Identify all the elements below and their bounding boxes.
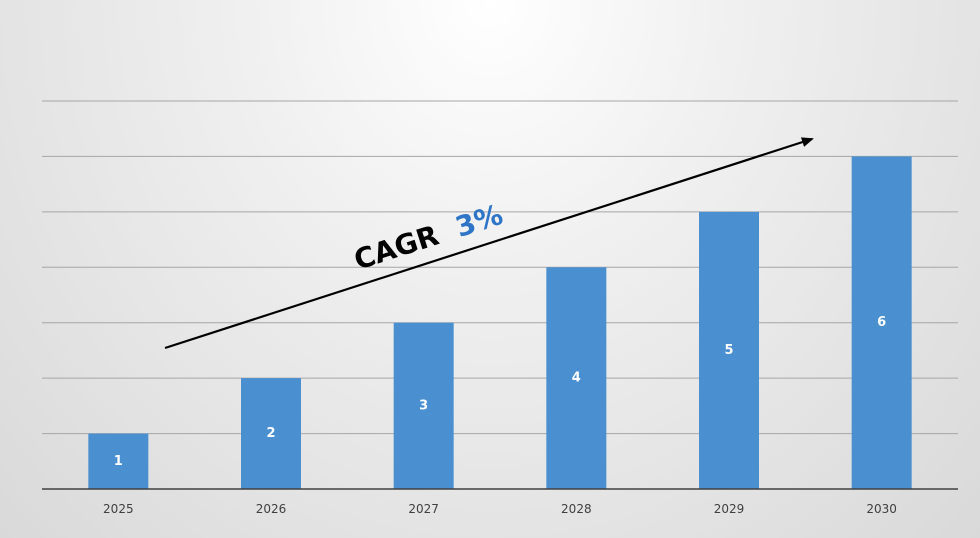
x-tick-label: 2029 <box>714 502 745 516</box>
x-tick-label: 2030 <box>866 502 897 516</box>
bar-data-label: 2 <box>266 426 275 441</box>
cagr-label: CAGR 3% <box>350 198 507 277</box>
bar-2026 <box>241 378 301 489</box>
x-tick-label: 2025 <box>103 502 134 516</box>
bar-data-label: 4 <box>572 371 581 386</box>
bar-2025 <box>88 433 149 489</box>
x-tick-label: 2028 <box>561 502 592 516</box>
bar-2029 <box>699 211 759 489</box>
bar-data-label: 6 <box>877 315 886 330</box>
bar-data-label: 3 <box>419 398 428 413</box>
x-tick-label: 2026 <box>256 502 287 516</box>
trend-arrow <box>164 137 814 350</box>
cagr-prefix: CAGR <box>350 219 443 277</box>
bar-2030 <box>851 156 912 489</box>
bar-data-label: 5 <box>724 343 733 358</box>
bars: 1 2 3 4 5 6 <box>88 156 912 489</box>
bar-data-label: 1 <box>114 454 123 469</box>
bar-2027 <box>393 322 454 489</box>
bar-2028 <box>546 267 607 489</box>
x-tick-labels: 2025 2026 2027 2028 2029 2030 <box>103 502 897 516</box>
x-tick-label: 2027 <box>408 502 439 516</box>
cagr-value: 3% <box>451 198 506 244</box>
gridlines <box>42 100 958 435</box>
